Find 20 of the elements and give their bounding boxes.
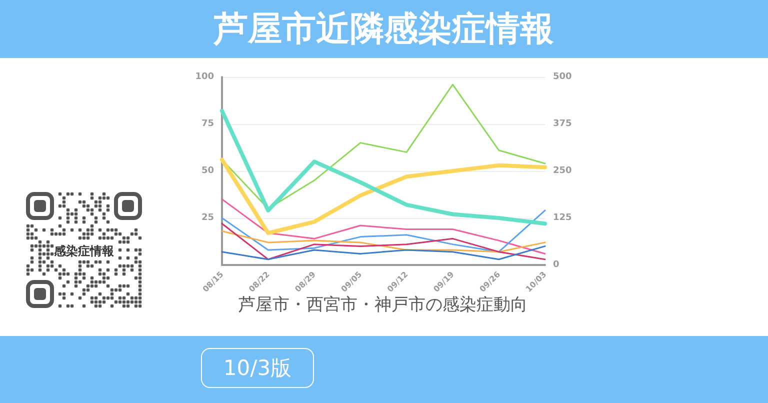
- y-tick-label: 25: [201, 213, 214, 223]
- y2-tick-label: 0: [553, 260, 560, 270]
- line-series: [221, 210, 546, 253]
- y-tick-label: 75: [201, 119, 214, 129]
- y-tick-label: 100: [195, 72, 214, 82]
- line-series: [220, 158, 547, 236]
- y-tick-label: 50: [201, 166, 214, 176]
- line-series: [221, 198, 546, 254]
- y2-tick-label: 125: [553, 213, 572, 223]
- line-series: [221, 222, 546, 260]
- text: 感染症情報: [54, 244, 114, 258]
- line-series: [221, 230, 546, 253]
- line-series: [220, 108, 547, 226]
- text: 芦屋市・西宮市・神戸市の感染症動向: [238, 295, 528, 315]
- y2-tick-label: 250: [553, 166, 572, 176]
- edition-badge: 10/3版: [201, 348, 314, 388]
- y2-tick-label: 500: [553, 72, 572, 82]
- line-series: [221, 245, 546, 260]
- y2-tick-label: 375: [553, 119, 572, 129]
- chart-title: 芦屋市近隣感染症情報: [214, 9, 554, 49]
